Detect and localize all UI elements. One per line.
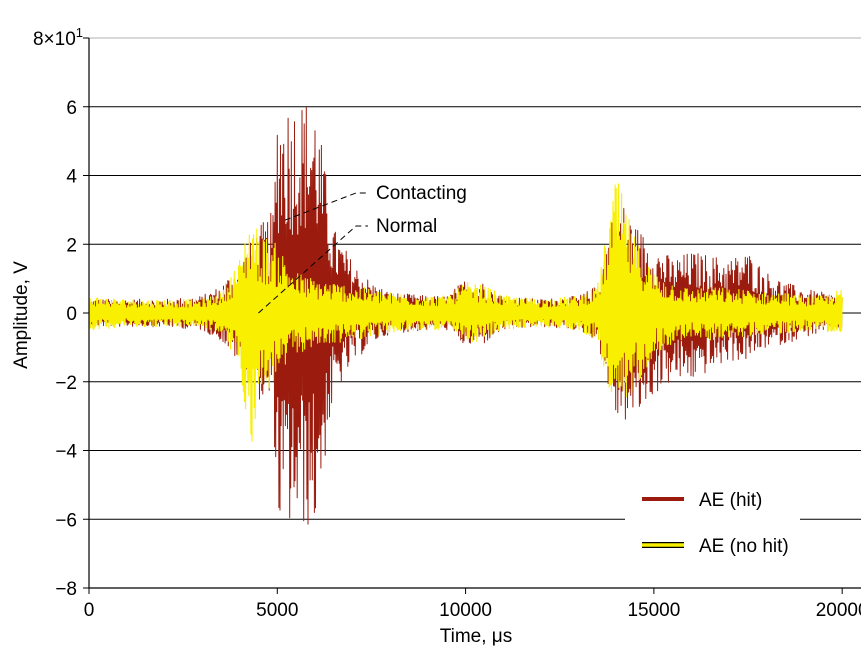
legend-label-nohit: AE (no hit): [699, 536, 789, 557]
y-tick-label: −8: [55, 579, 77, 600]
y-tick-label: −4: [55, 442, 77, 463]
x-axis-label: Time, μs: [440, 626, 513, 647]
y-tick-label: 2: [66, 235, 77, 256]
x-tick-label: 0: [84, 600, 95, 621]
y-tick-label: 8×101: [33, 25, 83, 50]
x-tick-label: 15000: [627, 600, 680, 621]
y-tick-exponent: 1: [76, 25, 83, 40]
tick-labels: −8 −6 −4 −2 0 2 4 6 8×101 0 5000 10000 15000 20000: [33, 25, 861, 621]
legend: AE (hit) AE (no hit): [625, 472, 800, 570]
axes: [83, 37, 861, 594]
x-tick-label: 20000: [816, 600, 861, 621]
y-axis-label: Amplitude, V: [11, 261, 32, 369]
y-tick-label: −6: [55, 510, 77, 531]
legend-background: [625, 472, 800, 570]
y-tick-label: 4: [66, 167, 77, 188]
annotation-leader-0: [284, 192, 368, 221]
x-tick-label: 5000: [256, 600, 298, 621]
legend-label-hit: AE (hit): [699, 490, 762, 511]
annotation-label-1: Normal: [376, 216, 437, 237]
annotation-label-0: Contacting: [376, 183, 467, 204]
series-trace-no-hit: [88, 183, 843, 442]
y-tick-label: −2: [55, 373, 77, 394]
annotations: Contacting Normal: [258, 183, 467, 314]
series-layer: [88, 107, 843, 525]
y-tick-label: 0: [66, 304, 77, 325]
annotation-leader-1: [258, 225, 368, 314]
y-tick-label: 6: [66, 98, 77, 119]
x-tick-label: 10000: [439, 600, 492, 621]
